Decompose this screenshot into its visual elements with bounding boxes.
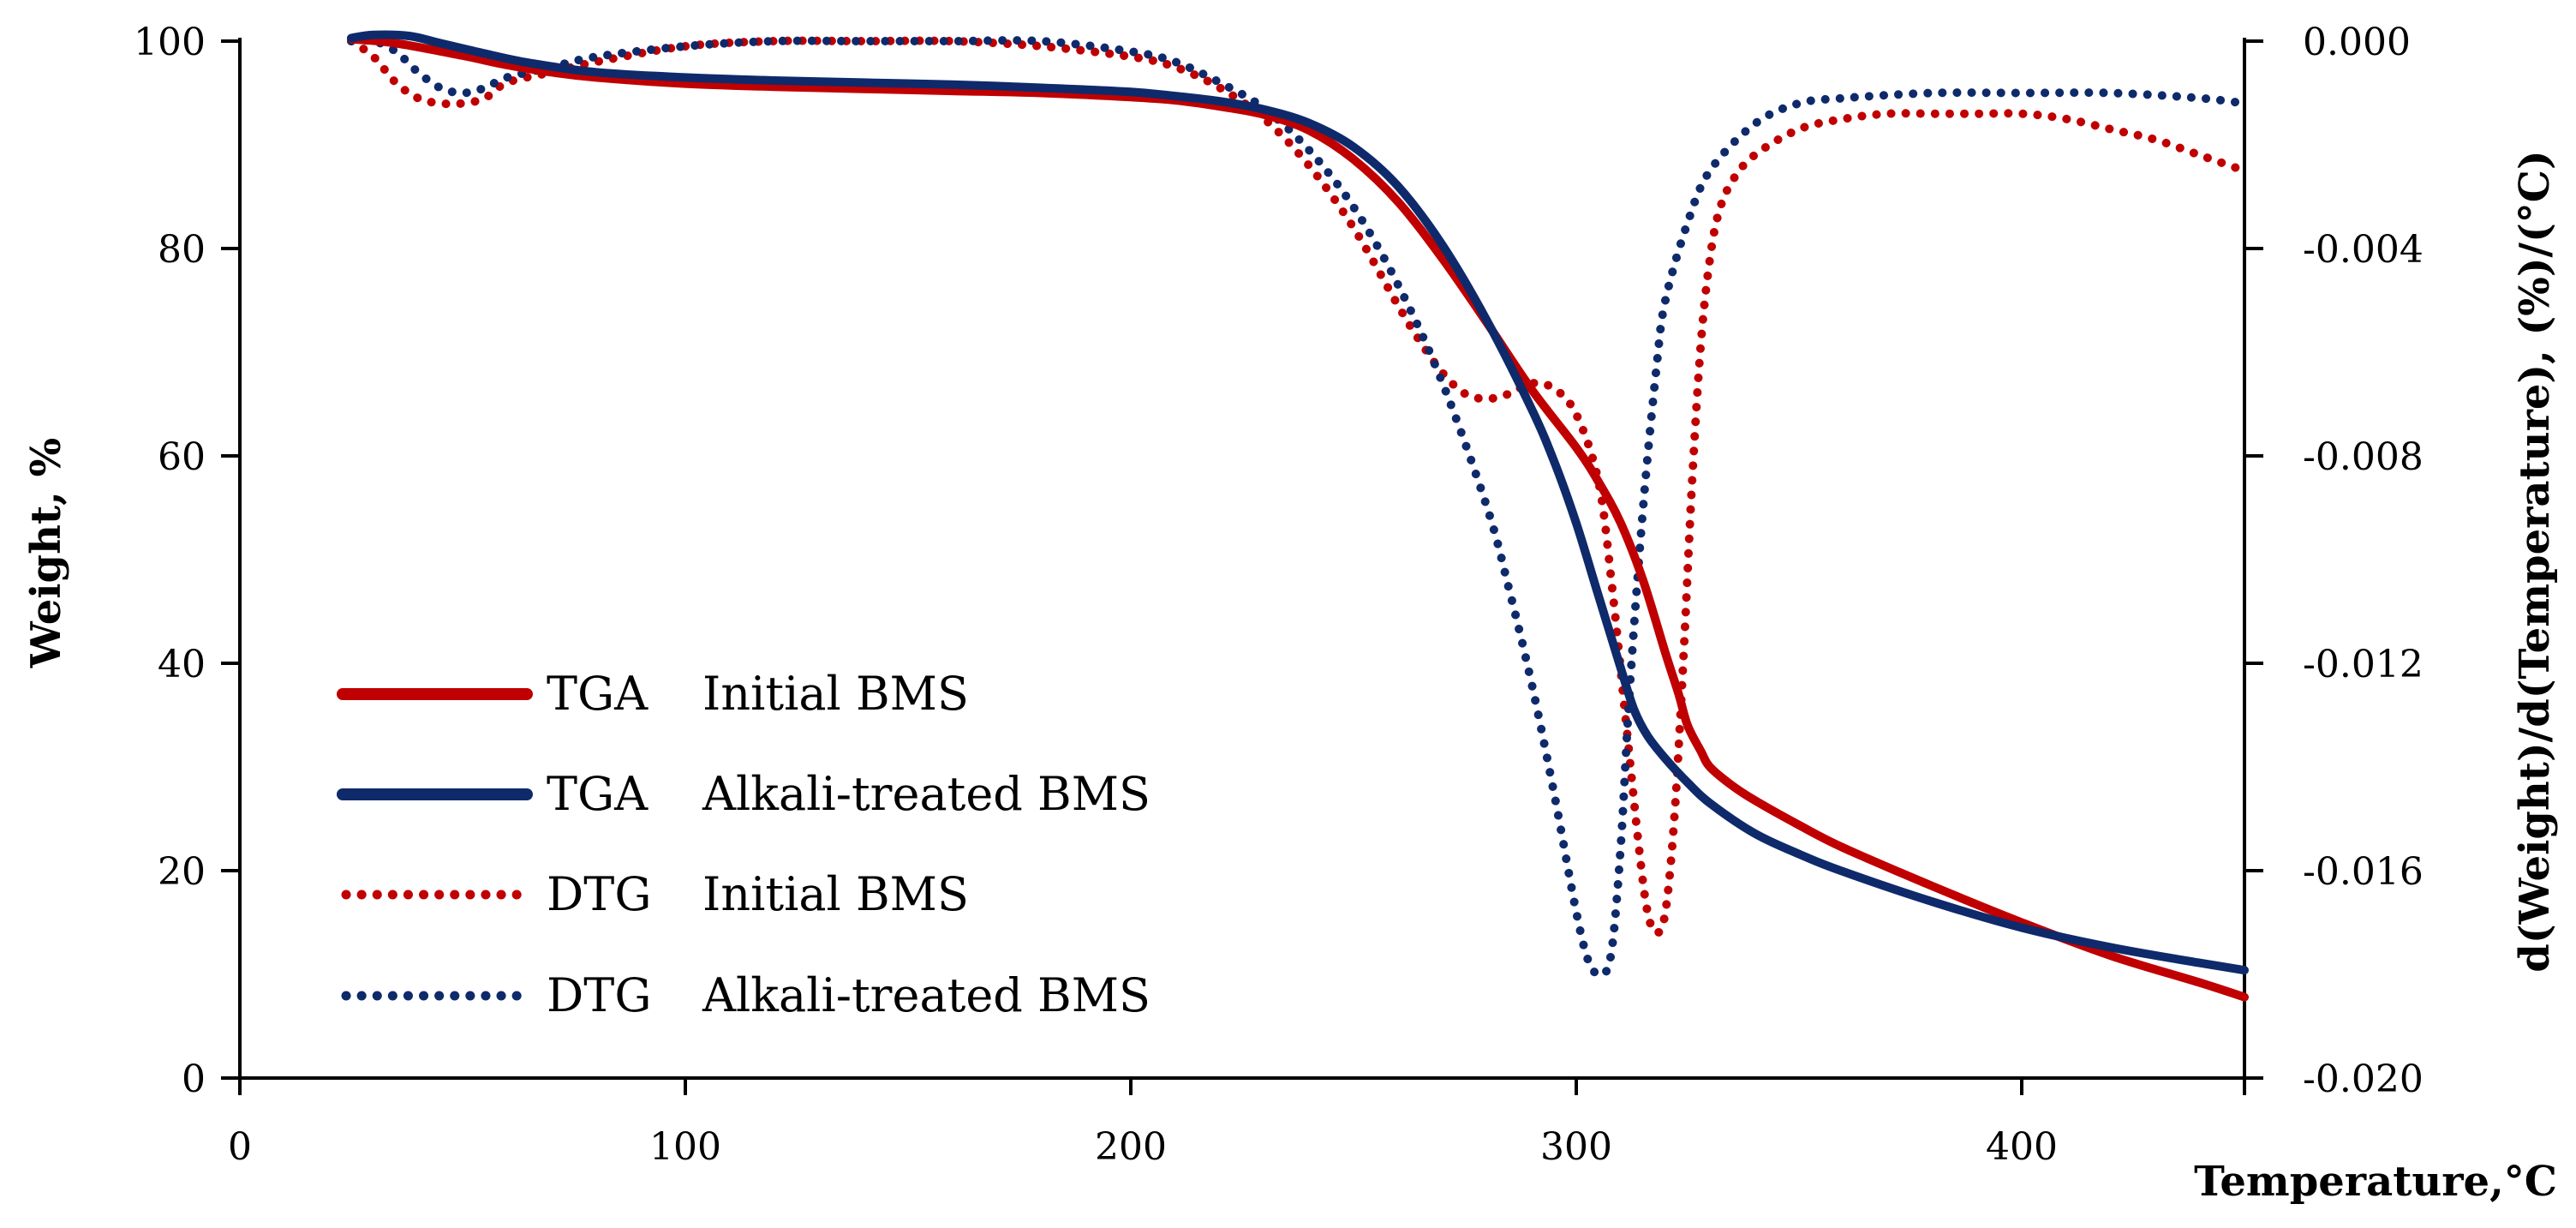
x-tick-label: 0	[228, 1125, 252, 1169]
x-axis-title: Temperature,°C	[2194, 1158, 2557, 1206]
legend-sample-label: Alkali-treated BMS	[702, 968, 1151, 1022]
y-left-tick-label: 0	[182, 1057, 206, 1101]
series-line-dtg-initial	[347, 36, 2249, 937]
series-group	[347, 30, 2249, 1002]
legend-entry-tga-alkali: TGA Alkali-treated BMS	[337, 767, 1151, 821]
legend-sample-label: Initial BMS	[702, 867, 969, 921]
legend-method-label: DTG	[547, 968, 651, 1022]
legend-sample-label: Alkali-treated BMS	[702, 767, 1151, 821]
series-line-tga-alkali	[347, 30, 2249, 975]
y-right-tick-label: -0.008	[2303, 435, 2424, 479]
y-right-tick-label: -0.004	[2303, 228, 2424, 272]
y-left-axis-title: Weight, %	[22, 438, 70, 668]
y-left-tick-label: 60	[158, 435, 206, 479]
x-tick-label: 400	[1986, 1125, 2058, 1169]
legend-entry-dtg-alkali: DTG Alkali-treated BMS	[341, 968, 1151, 1022]
y-left-tick-label: 20	[158, 850, 206, 894]
y-left-tick-label: 80	[158, 228, 206, 272]
legend-entry-tga-initial: TGA Initial BMS	[337, 667, 969, 721]
series-line-tga-initial	[347, 34, 2249, 1002]
y-right-tick-label: -0.016	[2303, 850, 2424, 894]
x-tick-label: 200	[1095, 1125, 1167, 1169]
tick-labels: 0 100 200 300 400 0 20 40 60 80 100 -0.020 -0.016 -0.…	[134, 21, 2424, 1169]
axes	[221, 38, 2263, 1095]
legend-method-label: TGA	[547, 667, 648, 721]
y-left-tick-label: 40	[158, 643, 206, 686]
series-line-dtg-alkali	[347, 36, 2249, 980]
y-right-tick-label: -0.020	[2303, 1057, 2424, 1101]
legend-method-label: TGA	[547, 767, 648, 821]
y-right-axis-title: d(Weight)/d(Temperature), (%)/(°C)	[2511, 150, 2559, 972]
legend-sample-label: Initial BMS	[702, 667, 969, 721]
legend-entry-dtg-initial: DTG Initial BMS	[341, 867, 969, 921]
y-left-tick-label: 100	[134, 21, 206, 64]
x-tick-label: 100	[649, 1125, 721, 1169]
y-right-tick-label: -0.012	[2303, 643, 2424, 686]
legend: TGA Initial BMS TGA Alkali-treated BMS D…	[337, 667, 1151, 1022]
x-tick-label: 300	[1540, 1125, 1612, 1169]
y-right-tick-label: 0.000	[2303, 21, 2411, 64]
legend-method-label: DTG	[547, 867, 651, 921]
